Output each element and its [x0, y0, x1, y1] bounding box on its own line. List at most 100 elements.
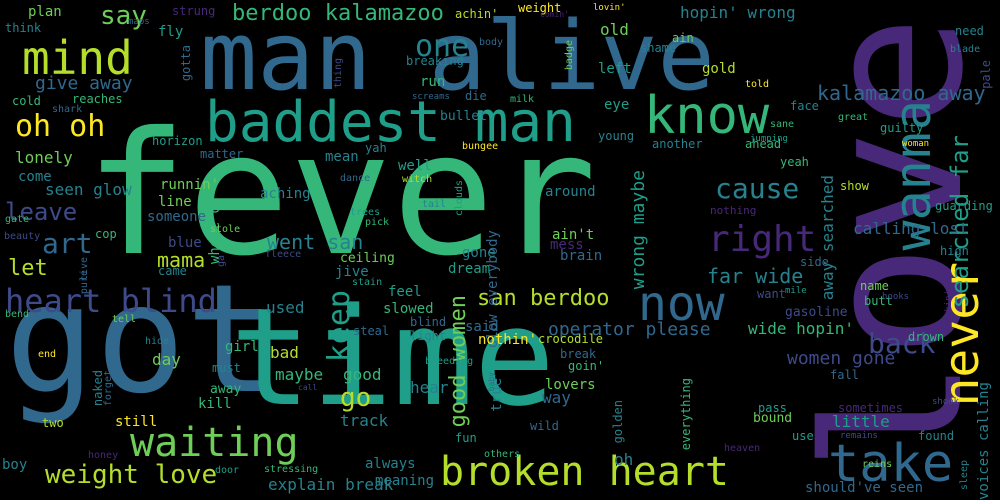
word-nothin: nothin': [478, 332, 538, 348]
word-fall: fall: [830, 368, 859, 382]
word-yah: yah: [365, 141, 387, 155]
word-runnin: runnin': [160, 177, 220, 193]
word-jumping: jumping: [750, 134, 788, 144]
word-door: door: [215, 465, 240, 476]
word-yeah: yeah: [780, 155, 809, 169]
word-berdoo-kalamazoo: berdoo kalamazoo: [232, 1, 444, 26]
word-go: go: [340, 383, 372, 413]
word-hear: hear: [410, 378, 449, 397]
word-voices-calling: voices calling: [976, 381, 992, 500]
word-seen-glow: seen glow: [45, 180, 132, 199]
word-brain: brain: [560, 248, 603, 264]
word-man-alive: man alive: [200, 2, 715, 112]
word-live: live: [79, 257, 90, 282]
word-oh: oh: [614, 450, 634, 469]
word-stain: stain: [352, 277, 383, 288]
word-everything: everything: [679, 378, 693, 451]
word-crocodile: crocodile: [538, 332, 604, 346]
word-baddest-man: baddest man: [205, 90, 576, 155]
word-bullet: bullet: [440, 109, 487, 124]
word-break: break: [560, 347, 597, 361]
word-clouds: clouds: [454, 180, 465, 217]
word-feel: feel: [388, 284, 422, 300]
word-young: young: [598, 129, 635, 143]
word-right: right: [708, 219, 817, 260]
word-face: face: [790, 99, 819, 113]
word-side: side: [800, 255, 829, 269]
word-blind: blind: [410, 315, 447, 329]
word-oh-oh: oh oh: [15, 109, 106, 144]
word-horizon: horizon: [152, 134, 203, 148]
word-cold: cold: [12, 94, 41, 108]
word-cause: cause: [715, 172, 800, 205]
word-reaches: reaches: [72, 92, 123, 106]
word-gold: gold: [702, 61, 736, 77]
word-screams: screams: [412, 92, 450, 102]
word-went-san: went san: [267, 230, 364, 254]
word-guarding: guarding: [935, 199, 993, 213]
word-came: came: [158, 264, 187, 278]
word-matter: matter: [200, 147, 244, 161]
word-wreckin: wreckin': [944, 290, 954, 334]
word-stole: stole: [210, 224, 241, 235]
word-said: said: [465, 319, 499, 335]
word-stressing: stressing: [264, 464, 319, 475]
word-call: call: [298, 383, 318, 392]
word-shame: shame: [640, 41, 677, 55]
word-must: must: [212, 361, 241, 375]
word-tail: tail: [422, 199, 447, 210]
word-still: still: [115, 414, 158, 430]
word-tell: tell: [112, 314, 137, 325]
word-mess: mess: [550, 237, 584, 253]
word-ain: ain: [672, 31, 694, 45]
word-track: track: [340, 411, 389, 430]
word-wide-hopin: wide hopin': [748, 319, 854, 338]
word-mind: mind: [22, 31, 133, 85]
word-kill: kill: [198, 396, 232, 412]
word-milk: milk: [510, 94, 535, 105]
word-great: great: [838, 112, 869, 123]
word-always: always: [365, 456, 416, 472]
word-bend: bend: [5, 309, 30, 320]
word-meaning: meaning: [375, 473, 435, 489]
word-ain-t: ain't: [552, 227, 595, 243]
word-high: high: [940, 244, 969, 258]
word-witch: witch: [402, 174, 433, 185]
word-badge: badge: [564, 40, 575, 71]
word-operator-please: operator please: [548, 319, 711, 340]
word-lovin: lovin': [593, 3, 626, 13]
word-should-ve-seen: should've seen: [805, 480, 924, 496]
word-hopin-wrong: hopin' wrong: [680, 3, 796, 22]
word-slowed: slowed: [383, 301, 434, 317]
word-comin: comin': [540, 10, 569, 19]
word-mama: mama: [157, 248, 206, 272]
word-around: around: [545, 184, 596, 200]
word-old: old: [600, 20, 629, 39]
word-plan: plan: [28, 4, 62, 20]
word-goin: goin': [568, 359, 605, 373]
word-used: used: [266, 298, 305, 317]
word-found: found: [918, 429, 955, 443]
word-well: well: [398, 158, 432, 174]
word-boy: boy: [2, 457, 28, 473]
word-hooks: hooks: [882, 292, 910, 302]
word-hide: hide: [145, 336, 170, 347]
word-weight-love: weight love: [45, 460, 218, 490]
word-fun: fun: [455, 431, 477, 445]
word-got: got: [5, 253, 276, 427]
word-let: let: [8, 256, 48, 281]
word-line: line: [158, 194, 192, 210]
word-guilty: guilty: [880, 121, 924, 135]
word-gotta: gotta: [179, 45, 193, 82]
word-eye: eye: [604, 97, 630, 113]
word-way: way: [542, 388, 571, 407]
word-leave: leave: [5, 198, 78, 226]
word-take: take: [828, 434, 954, 494]
word-wild: wild: [530, 419, 559, 433]
word-gone: gone: [462, 245, 496, 261]
word-blue: blue: [168, 235, 202, 251]
word-achin: achin': [455, 7, 499, 21]
word-show: show: [840, 179, 869, 193]
word-golden: golden: [611, 400, 625, 444]
